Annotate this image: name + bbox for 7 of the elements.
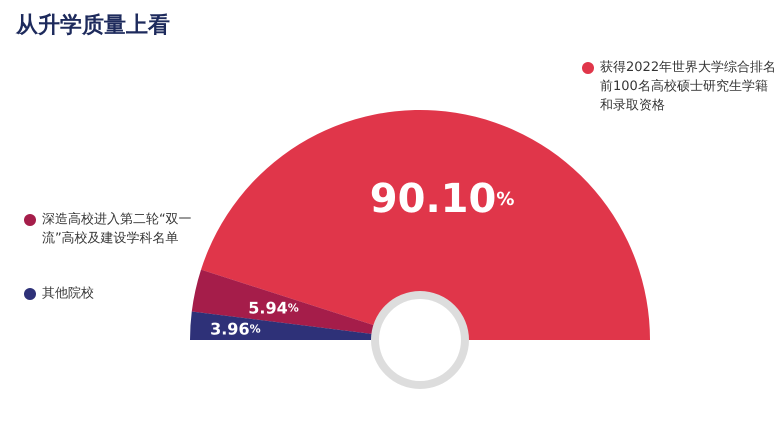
legend-label: 其他院校 <box>42 285 95 303</box>
legend-label: 深造高校进入第二轮“双一流”高校及建设学科名单 <box>42 211 193 248</box>
data-label: 5.94% <box>248 298 299 318</box>
legend-label: 获得2022年世界大学综合排名前100名高校硕士研究生学籍和录取资格 <box>600 59 778 115</box>
data-label: 3.96% <box>210 319 261 338</box>
chart-title: 从升学质量上看 <box>16 11 170 40</box>
data-label: 90.10% <box>370 176 514 222</box>
